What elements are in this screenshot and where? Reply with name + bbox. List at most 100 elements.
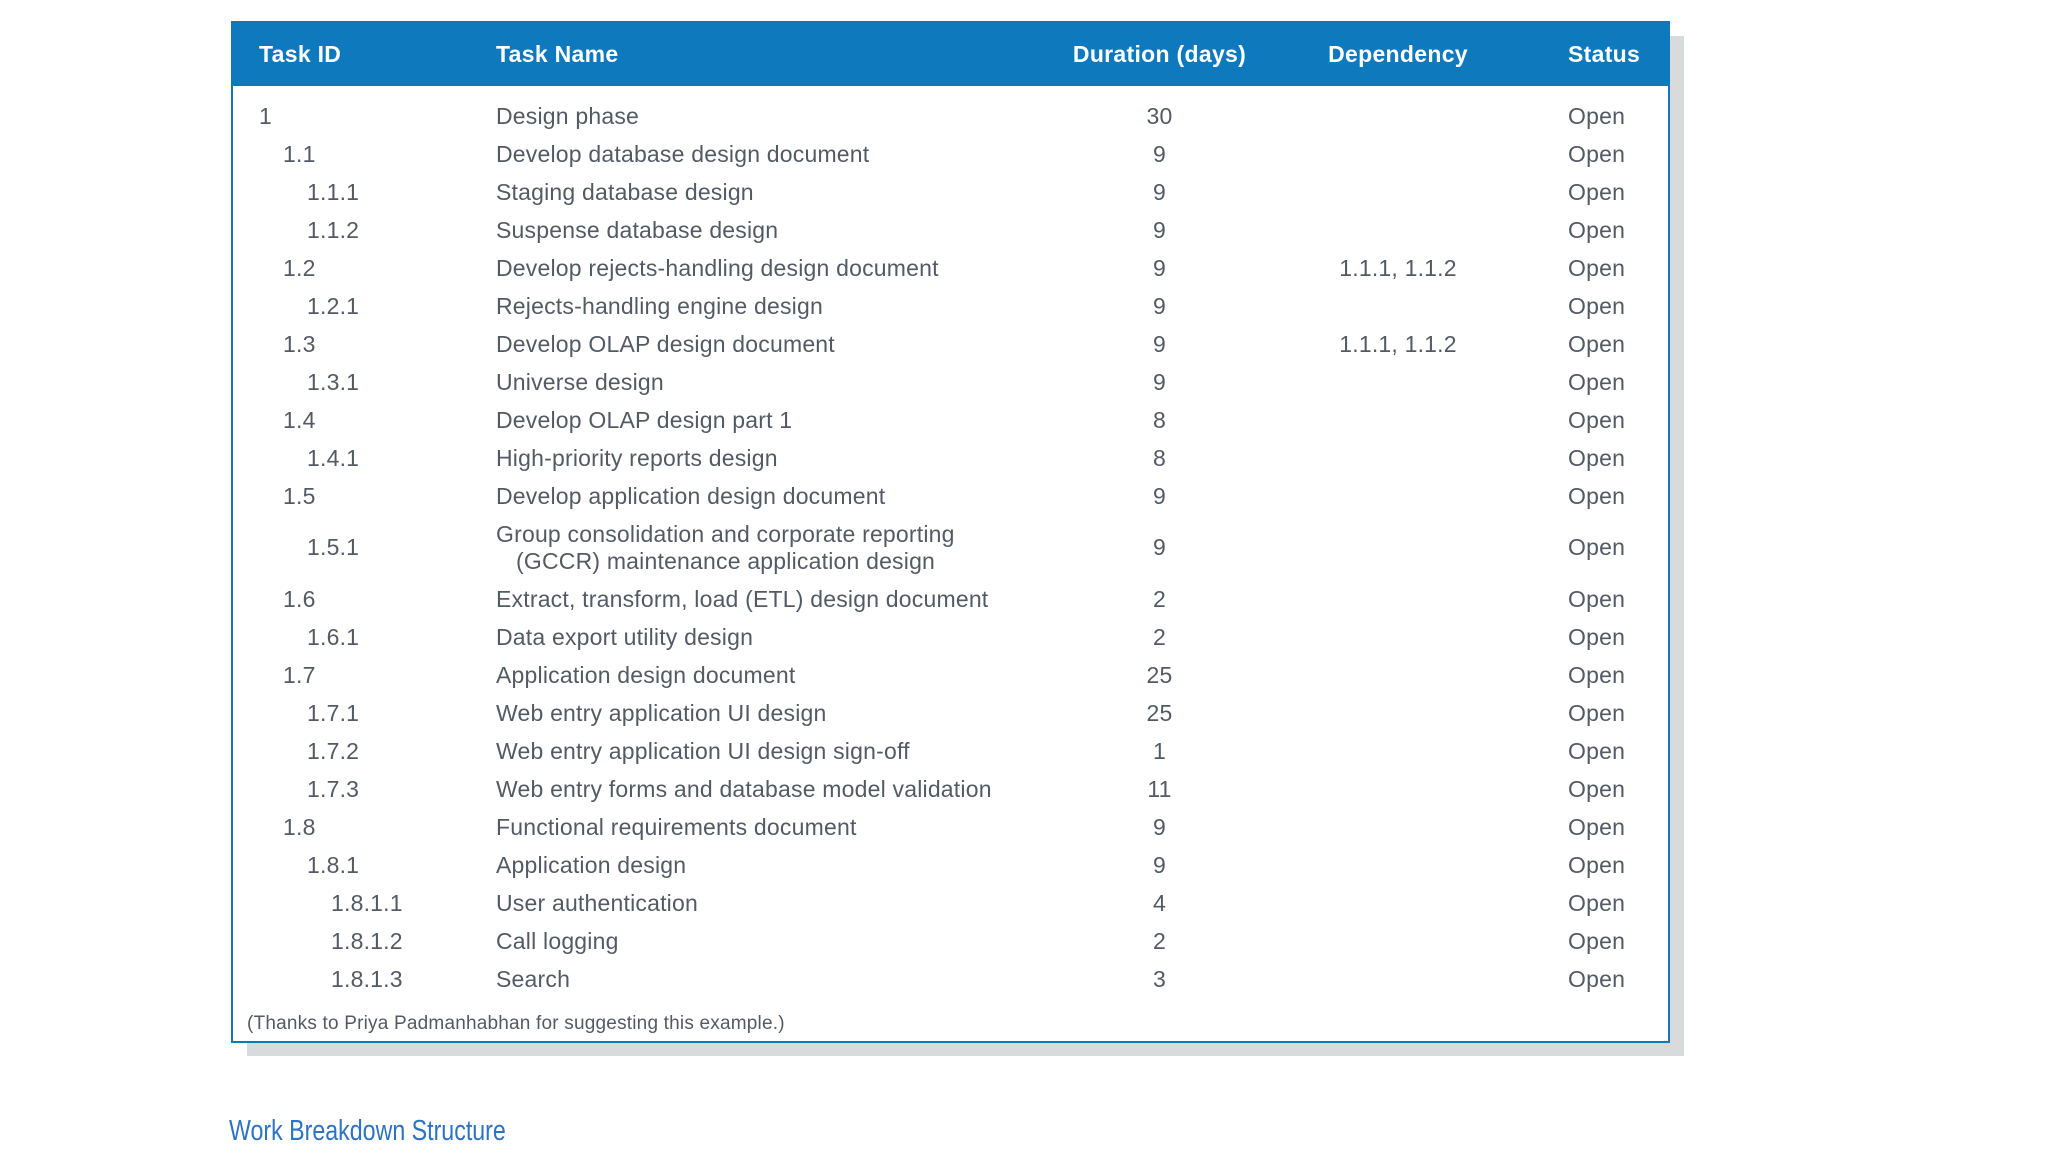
duration-cell: 9 [1153, 216, 1166, 243]
column-header-dependency: Dependency [1258, 22, 1538, 86]
duration-cell: 9 [1153, 482, 1166, 509]
duration-cell: 9 [1153, 140, 1166, 167]
task-name-line1: Universe design [496, 368, 664, 395]
task-name-line1: Suspense database design [496, 216, 779, 243]
status-cell: Open [1568, 851, 1626, 878]
task-name-cell: Group consolidation and corporate report… [481, 515, 1061, 580]
task-name-line1: Application design [496, 851, 687, 878]
task-id-cell: 1.1 [283, 140, 316, 167]
task-id-cell: 1.4 [283, 406, 316, 433]
dependency-cell [1258, 846, 1538, 884]
status-cell: Open [1568, 889, 1626, 916]
duration-cell: 25 [1146, 699, 1173, 726]
task-id-cell: 1.1.1 [307, 178, 360, 205]
task-name-cell: Universe design [481, 363, 1061, 401]
task-name-line1: Develop OLAP design part 1 [496, 406, 793, 433]
status-cell: Open [1568, 178, 1626, 205]
status-cell: Open [1568, 965, 1626, 992]
column-header-task-id: Task ID [232, 22, 481, 86]
table-row: 1.6.1 Data export utility design 2 Open [232, 618, 1669, 656]
duration-cell: 4 [1153, 889, 1166, 916]
dependency-cell [1258, 580, 1538, 618]
task-id-cell: 1.8.1.3 [331, 965, 403, 992]
duration-cell: 8 [1153, 406, 1166, 433]
table-row: 1.7.1 Web entry application UI design 25… [232, 694, 1669, 732]
task-name-line1: Develop OLAP design document [496, 330, 835, 357]
table-row: 1.8.1.2 Call logging 2 Open [232, 922, 1669, 960]
status-cell: Open [1568, 444, 1626, 471]
duration-cell: 9 [1153, 254, 1166, 281]
dependency-cell [1258, 922, 1538, 960]
dependency-cell [1258, 656, 1538, 694]
status-cell: Open [1568, 661, 1626, 688]
task-name-line1: Web entry forms and database model valid… [496, 775, 992, 802]
task-id-cell: 1.8 [283, 813, 316, 840]
dependency-cell: 1.1.1, 1.1.2 [1339, 254, 1457, 281]
table-row: 1 Design phase 30 Open [232, 97, 1669, 135]
task-name-line1: High-priority reports design [496, 444, 778, 471]
table-row: 1.5 Develop application design document … [232, 477, 1669, 515]
dependency-cell [1258, 287, 1538, 325]
table-footnote: (Thanks to Priya Padmanhabhan for sugges… [247, 1012, 785, 1034]
task-name-line1: Call logging [496, 927, 619, 954]
table-row: 1.8.1 Application design 9 Open [232, 846, 1669, 884]
table-row: 1.2.1 Rejects-handling engine design 9 O… [232, 287, 1669, 325]
table-row: 1.3 Develop OLAP design document 9 1.1.1… [232, 325, 1669, 363]
status-cell: Open [1568, 534, 1626, 560]
task-id-cell: 1.8.1.2 [331, 927, 403, 954]
table-row: 1.3.1 Universe design 9 Open [232, 363, 1669, 401]
duration-cell: 9 [1153, 330, 1166, 357]
table-row: 1.4 Develop OLAP design part 1 8 Open [232, 401, 1669, 439]
dependency-cell [1258, 477, 1538, 515]
dependency-cell [1258, 808, 1538, 846]
task-id-cell: 1.6 [283, 585, 316, 612]
table-row: 1.1 Develop database design document 9 O… [232, 135, 1669, 173]
table-row: 1.5.1 Group consolidation and corporate … [232, 515, 1669, 580]
dependency-cell [1258, 173, 1538, 211]
task-id-cell: 1.3 [283, 330, 316, 357]
status-cell: Open [1568, 775, 1626, 802]
task-name-line1: Extract, transform, load (ETL) design do… [496, 585, 989, 612]
duration-cell: 3 [1153, 965, 1166, 992]
wbs-table: Task ID Task Name Duration (days) Depend… [231, 21, 1670, 1043]
task-id-cell: 1.5.1 [307, 534, 360, 560]
task-id-cell: 1.2.1 [307, 292, 360, 319]
task-name-cell: Design phase [481, 97, 1061, 135]
duration-cell: 2 [1153, 585, 1166, 612]
status-cell: Open [1568, 927, 1626, 954]
duration-cell: 9 [1153, 178, 1166, 205]
task-id-cell: 1.7 [283, 661, 316, 688]
status-cell: Open [1568, 406, 1626, 433]
task-name-line1: Develop database design document [496, 140, 870, 167]
table-row: 1.7.2 Web entry application UI design si… [232, 732, 1669, 770]
task-name-line2: (GCCR) maintenance application design [516, 547, 936, 574]
task-name-line1: Web entry application UI design sign-off [496, 737, 910, 764]
status-cell: Open [1568, 292, 1626, 319]
task-name-cell: Web entry application UI design [481, 694, 1061, 732]
task-name-cell: Data export utility design [481, 618, 1061, 656]
task-name-line1: Design phase [496, 102, 640, 129]
dependency-cell [1258, 211, 1538, 249]
task-id-cell: 1.1.2 [307, 216, 360, 243]
task-name-line1: Develop application design document [496, 482, 886, 509]
task-name-cell: Web entry forms and database model valid… [481, 770, 1061, 808]
task-id-cell: 1.5 [283, 482, 316, 509]
task-name-cell: Develop rejects-handling design document [481, 249, 1061, 287]
task-name-line1: Web entry application UI design [496, 699, 827, 726]
task-name-cell: Develop application design document [481, 477, 1061, 515]
status-cell: Open [1568, 102, 1626, 129]
duration-cell: 9 [1153, 851, 1166, 878]
task-id-cell: 1.7.2 [307, 737, 360, 764]
status-cell: Open [1568, 623, 1626, 650]
status-cell: Open [1568, 254, 1626, 281]
task-name-line1: Staging database design [496, 178, 754, 205]
duration-cell: 1 [1153, 737, 1166, 764]
task-name-cell: Suspense database design [481, 211, 1061, 249]
table-row: 1.6 Extract, transform, load (ETL) desig… [232, 580, 1669, 618]
task-name-line1: Data export utility design [496, 623, 754, 650]
task-name-cell: Search [481, 960, 1061, 998]
task-name-cell: Call logging [481, 922, 1061, 960]
task-name-cell: Application design [481, 846, 1061, 884]
task-id-cell: 1.8.1.1 [331, 889, 403, 916]
task-name-line1: Group consolidation and corporate report… [496, 520, 955, 547]
